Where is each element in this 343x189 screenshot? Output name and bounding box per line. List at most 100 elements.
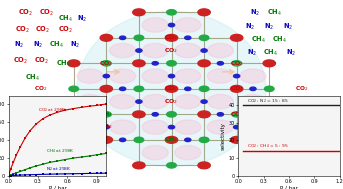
Text: N$_2$: N$_2$ [247,48,257,58]
Circle shape [133,60,145,67]
Circle shape [240,94,266,109]
Circle shape [185,36,191,40]
Circle shape [175,94,201,109]
Circle shape [134,137,144,143]
Circle shape [207,43,233,58]
Text: CH$_4$: CH$_4$ [58,14,73,24]
Text: CH$_4$: CH$_4$ [25,72,40,83]
Circle shape [152,113,158,116]
Circle shape [185,87,191,91]
Text: CO$_2$: CO$_2$ [35,25,50,35]
Circle shape [185,138,191,142]
Circle shape [136,100,142,103]
Text: N$_2$: N$_2$ [245,21,256,32]
Text: N$_2$: N$_2$ [264,21,274,32]
Circle shape [167,163,176,168]
Text: CO$_2$ : N$_2$ = 15 : 85: CO$_2$ : N$_2$ = 15 : 85 [247,98,288,105]
Circle shape [175,120,201,134]
Text: N$_2$: N$_2$ [250,8,261,18]
Circle shape [136,49,142,52]
Circle shape [142,18,168,32]
Circle shape [234,74,240,78]
Circle shape [142,69,168,83]
Circle shape [250,87,256,91]
Text: CH$_4$ at 298K: CH$_4$ at 298K [46,147,74,155]
Circle shape [109,69,135,83]
Text: CH$_4$: CH$_4$ [56,59,71,69]
Circle shape [168,23,175,27]
Ellipse shape [77,11,266,166]
Circle shape [168,125,175,129]
Circle shape [69,86,79,91]
Circle shape [264,86,274,91]
X-axis label: P / bar: P / bar [280,186,298,189]
Y-axis label: selectivity: selectivity [221,122,226,150]
Circle shape [133,162,145,169]
Circle shape [109,94,135,109]
Circle shape [103,125,109,129]
Text: CO$_2$: CO$_2$ [229,110,244,119]
Text: N$_2$: N$_2$ [283,21,293,32]
Circle shape [198,9,210,16]
X-axis label: P / bar: P / bar [48,186,67,189]
Text: CO$_2$: CO$_2$ [229,84,244,93]
Text: N$_2$: N$_2$ [14,40,24,50]
Text: N$_2$: N$_2$ [33,40,43,50]
Circle shape [199,35,209,40]
Circle shape [234,125,240,129]
Circle shape [175,43,201,58]
Circle shape [230,85,243,92]
Circle shape [167,112,176,117]
Text: CH$_4$: CH$_4$ [164,135,179,144]
Circle shape [142,146,168,160]
Circle shape [168,74,175,78]
Text: CO$_2$: CO$_2$ [34,84,48,93]
Circle shape [133,9,145,16]
Text: CO$_2$ : CH$_4$ = 5 : 95: CO$_2$ : CH$_4$ = 5 : 95 [247,143,289,150]
Circle shape [120,138,126,142]
Text: CO$_2$: CO$_2$ [39,8,54,18]
Circle shape [230,136,243,143]
Circle shape [232,112,241,117]
Text: CO$_2$: CO$_2$ [15,25,30,35]
Text: CO$_2$: CO$_2$ [99,59,114,68]
Circle shape [120,87,126,91]
Circle shape [100,85,113,92]
Circle shape [102,61,111,66]
Text: CO$_2$ at 298K: CO$_2$ at 298K [38,107,67,114]
Circle shape [207,120,233,134]
Circle shape [167,61,176,66]
Circle shape [100,136,113,143]
Circle shape [240,69,266,83]
Circle shape [165,34,178,41]
Text: CH$_4$: CH$_4$ [49,40,64,50]
Circle shape [100,34,113,41]
Text: CO$_2$: CO$_2$ [34,55,49,66]
Circle shape [201,100,207,103]
Circle shape [198,162,210,169]
Circle shape [198,111,210,118]
Circle shape [263,60,275,67]
Text: CO$_2$: CO$_2$ [164,84,179,93]
Text: CO$_2$: CO$_2$ [18,8,33,18]
Circle shape [175,146,201,160]
Text: CO$_2$: CO$_2$ [164,33,179,42]
Circle shape [142,43,168,58]
Circle shape [217,113,224,116]
Circle shape [217,62,224,65]
Circle shape [102,112,111,117]
Text: CO$_2$: CO$_2$ [58,25,73,35]
Text: N$_2$: N$_2$ [77,14,87,24]
Text: CO$_2$: CO$_2$ [164,46,179,55]
Circle shape [201,49,207,52]
Circle shape [198,60,210,67]
Text: CO$_2$: CO$_2$ [99,122,114,131]
Circle shape [77,69,103,83]
Circle shape [207,94,233,109]
Circle shape [120,36,126,40]
Text: CH$_4$: CH$_4$ [99,110,114,119]
Circle shape [152,62,158,65]
Circle shape [167,10,176,15]
Text: CO$_2$: CO$_2$ [295,84,309,93]
Circle shape [230,34,243,41]
